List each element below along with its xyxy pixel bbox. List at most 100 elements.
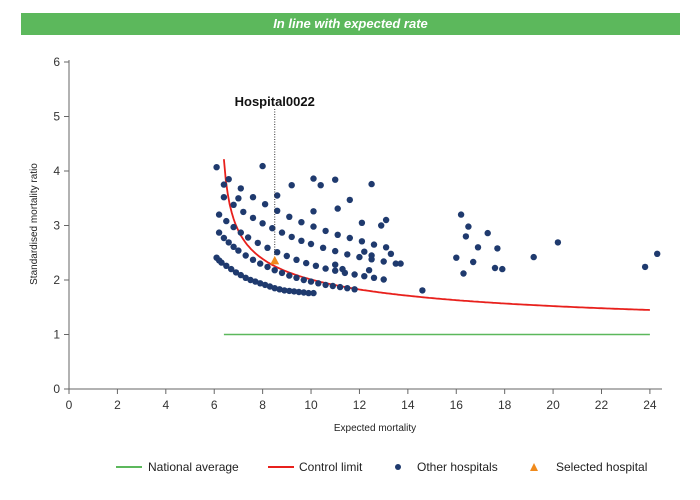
hospital-point[interactable] — [322, 227, 329, 235]
hospital-point[interactable] — [368, 252, 375, 259]
hospital-point[interactable] — [276, 286, 283, 293]
hospital-point[interactable] — [654, 250, 661, 257]
hospital-point[interactable] — [465, 223, 472, 230]
hospital-point[interactable] — [244, 234, 252, 241]
hospital-point[interactable] — [242, 252, 249, 259]
hospital-point[interactable] — [257, 260, 264, 267]
hospital-point[interactable] — [310, 208, 317, 215]
hospital-point[interactable] — [470, 258, 477, 266]
hospital-point[interactable] — [266, 283, 274, 290]
hospital-point[interactable] — [281, 287, 288, 294]
hospital-point[interactable] — [380, 258, 387, 265]
hospital-point[interactable] — [288, 233, 295, 241]
hospital-point[interactable] — [303, 259, 310, 267]
hospital-point[interactable] — [310, 175, 317, 182]
hospital-point[interactable] — [332, 247, 339, 255]
hospital-point[interactable] — [641, 263, 649, 271]
hospital-point[interactable] — [332, 176, 339, 183]
hospital-point[interactable] — [223, 262, 230, 269]
hospital-point[interactable] — [494, 245, 501, 252]
hospital-point[interactable] — [474, 244, 482, 251]
hospital-point[interactable] — [329, 282, 336, 290]
hospital-point[interactable] — [356, 253, 363, 261]
hospital-point[interactable] — [235, 247, 242, 254]
hospital-point[interactable] — [310, 223, 317, 230]
hospital-point[interactable] — [264, 263, 271, 271]
hospital-point[interactable] — [274, 207, 281, 214]
hospital-point[interactable] — [310, 289, 317, 297]
hospital-point[interactable] — [484, 229, 491, 237]
hospital-point[interactable] — [334, 231, 341, 238]
hospital-point[interactable] — [225, 239, 232, 246]
hospital-point[interactable] — [491, 264, 499, 272]
hospital-point[interactable] — [215, 229, 223, 236]
hospital-point[interactable] — [334, 205, 341, 212]
hospital-point[interactable] — [315, 280, 322, 287]
hospital-point[interactable] — [271, 267, 278, 274]
hospital-point[interactable] — [278, 269, 286, 277]
hospital-point[interactable] — [230, 223, 237, 231]
hospital-point[interactable] — [361, 248, 368, 255]
hospital-point[interactable] — [499, 265, 506, 273]
hospital-point[interactable] — [249, 214, 257, 222]
hospital-point[interactable] — [259, 162, 266, 170]
hospital-point[interactable] — [307, 240, 315, 248]
hospital-point[interactable] — [252, 278, 259, 285]
hospital-point[interactable] — [220, 234, 228, 242]
hospital-point[interactable] — [322, 281, 329, 289]
hospital-point[interactable] — [261, 201, 269, 208]
hospital-point[interactable] — [361, 273, 368, 280]
hospital-point[interactable] — [278, 229, 286, 236]
hospital-point[interactable] — [290, 288, 298, 295]
hospital-point[interactable] — [382, 216, 390, 224]
hospital-point[interactable] — [317, 182, 324, 189]
hospital-point[interactable] — [319, 244, 327, 251]
hospital-point[interactable] — [358, 219, 366, 226]
hospital-point[interactable] — [307, 278, 315, 285]
hospital-point[interactable] — [351, 271, 358, 278]
hospital-point[interactable] — [554, 239, 562, 246]
hospital-point[interactable] — [300, 276, 307, 284]
hospital-point[interactable] — [237, 185, 244, 192]
hospital-point[interactable] — [240, 208, 247, 216]
hospital-point[interactable] — [380, 276, 387, 283]
hospital-point[interactable] — [254, 239, 261, 247]
hospital-point[interactable] — [283, 252, 290, 260]
hospital-point[interactable] — [259, 220, 266, 227]
selected-hospital-marker[interactable] — [270, 255, 280, 265]
hospital-point[interactable] — [213, 164, 220, 171]
hospital-point[interactable] — [232, 269, 240, 276]
hospital-point[interactable] — [457, 211, 465, 218]
hospital-point[interactable] — [365, 267, 373, 274]
hospital-point[interactable] — [218, 259, 225, 266]
hospital-point[interactable] — [300, 289, 307, 296]
hospital-point[interactable] — [269, 225, 276, 232]
hospital-point[interactable] — [242, 274, 249, 281]
hospital-point[interactable] — [293, 274, 300, 281]
hospital-point[interactable] — [228, 265, 235, 273]
hospital-point[interactable] — [378, 222, 385, 229]
hospital-point[interactable] — [368, 180, 375, 188]
hospital-point[interactable] — [462, 233, 470, 240]
hospital-point[interactable] — [370, 241, 378, 248]
hospital-point[interactable] — [419, 287, 426, 294]
hospital-point[interactable] — [249, 256, 257, 263]
hospital-point[interactable] — [312, 262, 320, 269]
hospital-point[interactable] — [298, 237, 305, 244]
hospital-point[interactable] — [249, 194, 257, 201]
hospital-point[interactable] — [344, 285, 351, 292]
hospital-point[interactable] — [298, 219, 305, 226]
hospital-point[interactable] — [215, 211, 223, 218]
hospital-point[interactable] — [344, 251, 351, 258]
hospital-point[interactable] — [286, 272, 293, 279]
hospital-point[interactable] — [382, 244, 390, 251]
hospital-point[interactable] — [220, 194, 228, 201]
hospital-point[interactable] — [286, 287, 293, 295]
hospital-point[interactable] — [305, 289, 312, 297]
hospital-point[interactable] — [339, 265, 346, 273]
hospital-point[interactable] — [274, 192, 281, 199]
hospital-point[interactable] — [530, 253, 537, 261]
hospital-point[interactable] — [295, 288, 303, 296]
hospital-point[interactable] — [237, 271, 244, 279]
hospital-point[interactable] — [332, 267, 339, 274]
